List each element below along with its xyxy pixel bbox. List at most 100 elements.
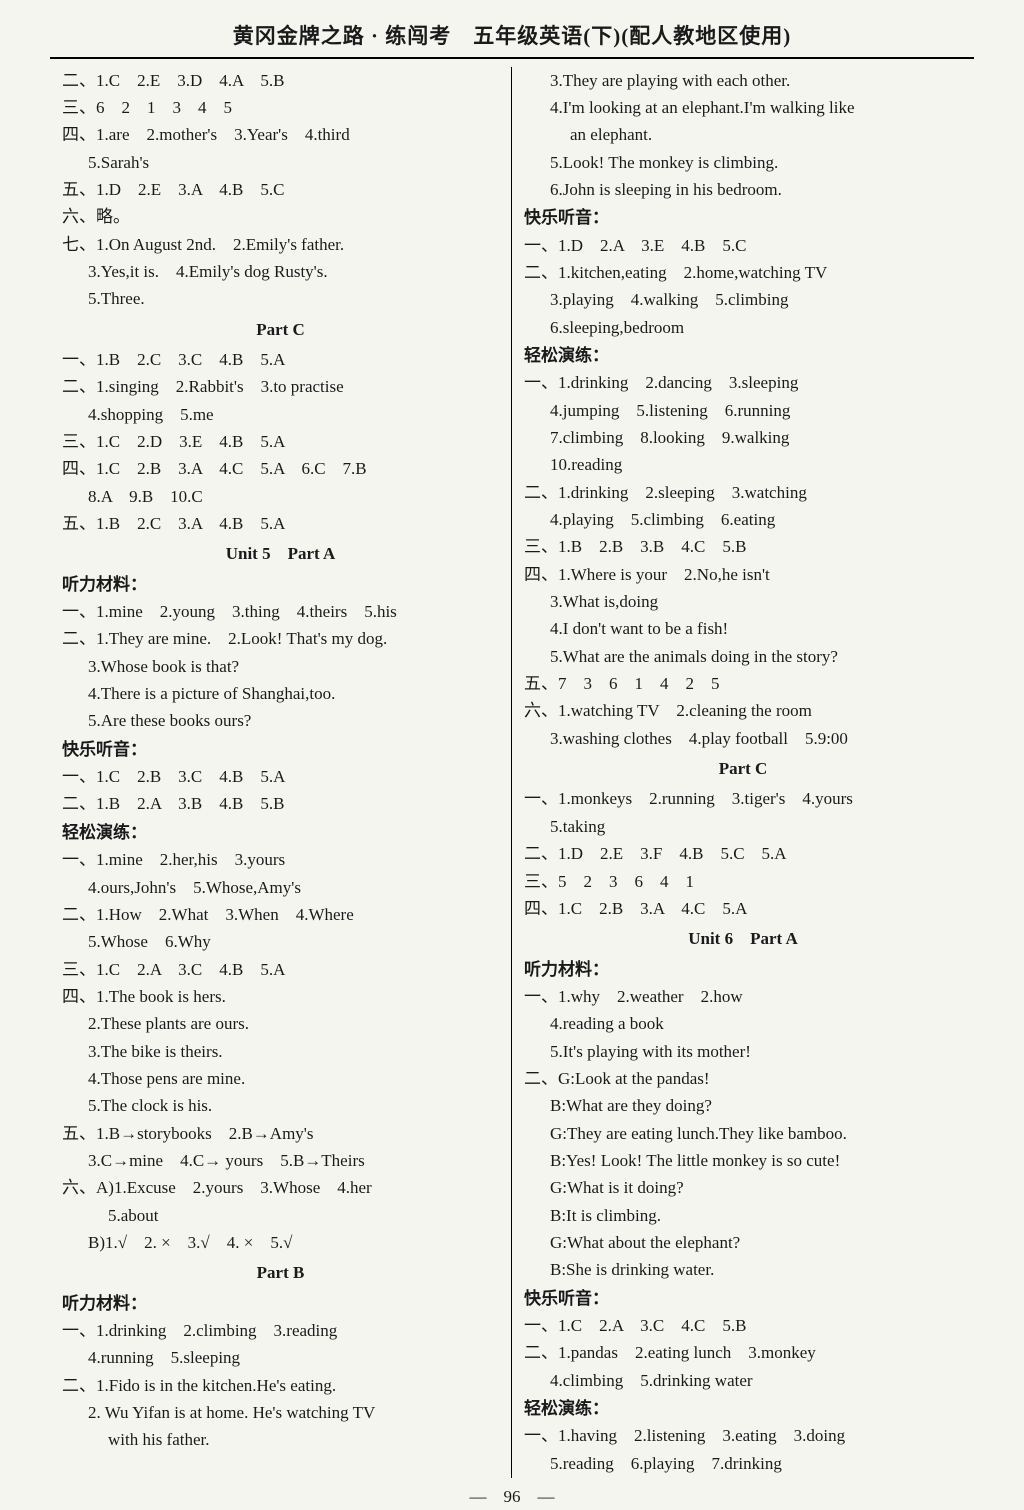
- right-line: 二、G:Look at the pandas!: [524, 1066, 962, 1092]
- left-line: 3.Whose book is that?: [62, 654, 499, 680]
- left-line: Part C: [62, 317, 499, 343]
- right-line: 听力材料：: [524, 957, 962, 983]
- right-line: 4.I'm looking at an elephant.I'm walking…: [524, 95, 962, 121]
- right-line: 一、1.monkeys 2.running 3.tiger's 4.yours: [524, 786, 962, 812]
- left-line: 二、1.Fido is in the kitchen.He's eating.: [62, 1373, 499, 1399]
- left-line: 听力材料：: [62, 1291, 499, 1317]
- left-line: 二、1.They are mine. 2.Look! That's my dog…: [62, 626, 499, 652]
- right-line: 3.They are playing with each other.: [524, 68, 962, 94]
- right-line: 5.What are the animals doing in the stor…: [524, 644, 962, 670]
- right-line: 5.It's playing with its mother!: [524, 1039, 962, 1065]
- left-line: 一、1.B 2.C 3.C 4.B 5.A: [62, 347, 499, 373]
- right-line: 4.jumping 5.listening 6.running: [524, 398, 962, 424]
- left-line: 五、1.B 2.C 3.A 4.B 5.A: [62, 511, 499, 537]
- left-line: 三、1.C 2.D 3.E 4.B 5.A: [62, 429, 499, 455]
- left-line: 二、1.singing 2.Rabbit's 3.to practise: [62, 374, 499, 400]
- left-line: 四、1.are 2.mother's 3.Year's 4.third: [62, 122, 499, 148]
- left-line: 5.about: [62, 1203, 499, 1229]
- right-line: 7.climbing 8.looking 9.walking: [524, 425, 962, 451]
- right-line: 轻松演练：: [524, 1396, 962, 1422]
- left-line: 四、1.C 2.B 3.A 4.C 5.A 6.C 7.B: [62, 456, 499, 482]
- left-line: 5.The clock is his.: [62, 1093, 499, 1119]
- left-line: 2.These plants are ours.: [62, 1011, 499, 1037]
- left-line: 一、1.mine 2.young 3.thing 4.theirs 5.his: [62, 599, 499, 625]
- left-line: 4.Those pens are mine.: [62, 1066, 499, 1092]
- right-line: 快乐听音：: [524, 1286, 962, 1312]
- left-line: 一、1.drinking 2.climbing 3.reading: [62, 1318, 499, 1344]
- left-line: 轻松演练：: [62, 820, 499, 846]
- left-line: 4.shopping 5.me: [62, 402, 499, 428]
- right-line: 一、1.having 2.listening 3.eating 3.doing: [524, 1423, 962, 1449]
- right-line: 5.reading 6.playing 7.drinking: [524, 1451, 962, 1477]
- right-line: G:They are eating lunch.They like bamboo…: [524, 1121, 962, 1147]
- right-line: 快乐听音：: [524, 205, 962, 231]
- right-line: 四、1.C 2.B 3.A 4.C 5.A: [524, 896, 962, 922]
- right-line: an elephant.: [524, 122, 962, 148]
- left-line: 4.There is a picture of Shanghai,too.: [62, 681, 499, 707]
- right-line: 5.Look! The monkey is climbing.: [524, 150, 962, 176]
- right-line: 3.washing clothes 4.play football 5.9:00: [524, 726, 962, 752]
- right-line: 4.reading a book: [524, 1011, 962, 1037]
- left-line: 六、A)1.Excuse 2.yours 3.Whose 4.her: [62, 1175, 499, 1201]
- right-line: 一、1.drinking 2.dancing 3.sleeping: [524, 370, 962, 396]
- right-line: 三、1.B 2.B 3.B 4.C 5.B: [524, 534, 962, 560]
- right-line: G:What is it doing?: [524, 1175, 962, 1201]
- right-line: 一、1.D 2.A 3.E 4.B 5.C: [524, 233, 962, 259]
- left-line: 一、1.mine 2.her,his 3.yours: [62, 847, 499, 873]
- left-line: 3.The bike is theirs.: [62, 1039, 499, 1065]
- left-line: 五、1.D 2.E 3.A 4.B 5.C: [62, 177, 499, 203]
- left-line: 4.ours,John's 5.Whose,Amy's: [62, 875, 499, 901]
- left-line: with his father.: [62, 1427, 499, 1453]
- right-line: 二、1.drinking 2.sleeping 3.watching: [524, 480, 962, 506]
- left-line: 5.Sarah's: [62, 150, 499, 176]
- left-line: B)1.√ 2. × 3.√ 4. × 5.√: [62, 1230, 499, 1256]
- page-header: 黄冈金牌之路 · 练闯考 五年级英语(下)(配人教地区使用): [50, 20, 974, 59]
- left-line: 3.Yes,it is. 4.Emily's dog Rusty's.: [62, 259, 499, 285]
- right-column: 3.They are playing with each other.4.I'm…: [512, 67, 974, 1479]
- right-line: 10.reading: [524, 452, 962, 478]
- left-line: 5.Three.: [62, 286, 499, 312]
- right-line: 5.taking: [524, 814, 962, 840]
- right-line: 轻松演练：: [524, 343, 962, 369]
- right-line: B:Yes! Look! The little monkey is so cut…: [524, 1148, 962, 1174]
- left-line: 七、1.On August 2nd. 2.Emily's father.: [62, 232, 499, 258]
- left-line: 四、1.The book is hers.: [62, 984, 499, 1010]
- right-line: Unit 6 Part A: [524, 926, 962, 952]
- right-line: B:It is climbing.: [524, 1203, 962, 1229]
- right-line: G:What about the elephant?: [524, 1230, 962, 1256]
- right-line: B:She is drinking water.: [524, 1257, 962, 1283]
- left-line: 8.A 9.B 10.C: [62, 484, 499, 510]
- left-line: 二、1.B 2.A 3.B 4.B 5.B: [62, 791, 499, 817]
- right-line: 3.What is,doing: [524, 589, 962, 615]
- right-line: 二、1.pandas 2.eating lunch 3.monkey: [524, 1340, 962, 1366]
- left-line: 5.Are these books ours?: [62, 708, 499, 734]
- right-line: 一、1.why 2.weather 2.how: [524, 984, 962, 1010]
- right-line: 二、1.kitchen,eating 2.home,watching TV: [524, 260, 962, 286]
- right-line: 6.sleeping,bedroom: [524, 315, 962, 341]
- left-line: 快乐听音：: [62, 737, 499, 763]
- right-line: Part C: [524, 756, 962, 782]
- right-line: 4.I don't want to be a fish!: [524, 616, 962, 642]
- right-line: B:What are they doing?: [524, 1093, 962, 1119]
- left-line: Part B: [62, 1260, 499, 1286]
- two-column-layout: 二、1.C 2.E 3.D 4.A 5.B三、6 2 1 3 4 5四、1.ar…: [50, 67, 974, 1479]
- left-line: 5.Whose 6.Why: [62, 929, 499, 955]
- left-line: 六、略。: [62, 204, 499, 230]
- left-line: 2. Wu Yifan is at home. He's watching TV: [62, 1400, 499, 1426]
- right-line: 4.climbing 5.drinking water: [524, 1368, 962, 1394]
- right-line: 六、1.watching TV 2.cleaning the room: [524, 698, 962, 724]
- left-line: 一、1.C 2.B 3.C 4.B 5.A: [62, 764, 499, 790]
- left-line: Unit 5 Part A: [62, 541, 499, 567]
- left-line: 4.running 5.sleeping: [62, 1345, 499, 1371]
- right-line: 三、5 2 3 6 4 1: [524, 869, 962, 895]
- left-line: 三、6 2 1 3 4 5: [62, 95, 499, 121]
- right-line: 二、1.D 2.E 3.F 4.B 5.C 5.A: [524, 841, 962, 867]
- right-line: 3.playing 4.walking 5.climbing: [524, 287, 962, 313]
- page-number: — 96 —: [50, 1484, 974, 1510]
- left-line: 听力材料：: [62, 572, 499, 598]
- left-line: 五、1.B→storybooks 2.B→Amy's: [62, 1121, 499, 1147]
- right-line: 4.playing 5.climbing 6.eating: [524, 507, 962, 533]
- right-line: 四、1.Where is your 2.No,he isn't: [524, 562, 962, 588]
- left-line: 二、1.How 2.What 3.When 4.Where: [62, 902, 499, 928]
- left-line: 三、1.C 2.A 3.C 4.B 5.A: [62, 957, 499, 983]
